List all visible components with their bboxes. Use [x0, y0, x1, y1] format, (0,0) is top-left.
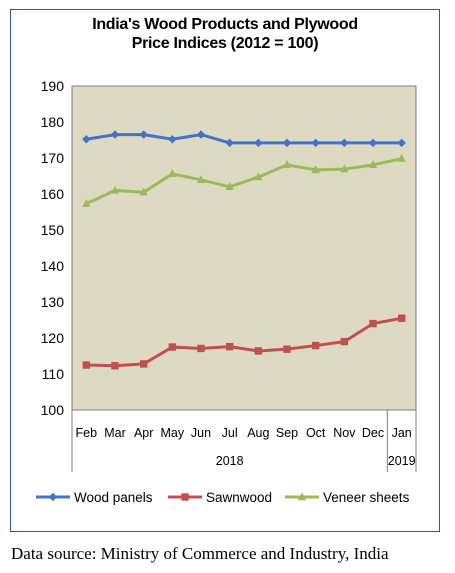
- legend-label: Veneer sheets: [323, 490, 410, 505]
- data-point: [340, 164, 349, 173]
- data-point: [254, 347, 263, 355]
- legend-marker: [297, 492, 307, 501]
- data-point: [139, 360, 148, 368]
- data-point: [168, 135, 177, 144]
- data-point: [283, 345, 291, 353]
- data-point: [282, 138, 292, 148]
- data-point: [397, 154, 406, 162]
- x-tick-label: Jun: [191, 426, 211, 440]
- legend-marker: [181, 493, 189, 501]
- data-point: [340, 138, 349, 148]
- y-tick-label: 120: [41, 330, 65, 346]
- x-tick-label: Feb: [76, 426, 98, 440]
- chart-title: India's Wood Products and Plywood Price …: [10, 15, 440, 53]
- y-tick-label: 180: [41, 114, 65, 130]
- data-point: [225, 138, 234, 148]
- data-point: [311, 341, 320, 350]
- data-point: [397, 314, 406, 322]
- data-point: [139, 187, 148, 196]
- x-group-label: 2019: [388, 454, 416, 468]
- x-tick-label: Aug: [247, 426, 269, 440]
- data-point: [368, 160, 378, 169]
- series-line: [86, 316, 402, 368]
- x-tick-label: May: [161, 426, 185, 440]
- chart-title-line1: India's Wood Products and Plywood: [92, 16, 358, 33]
- data-point: [225, 182, 234, 190]
- y-tick-label: 160: [41, 186, 65, 202]
- chart-title-line2: Price Indices (2012 = 100): [131, 35, 319, 52]
- data-point: [196, 175, 206, 184]
- series-line: [85, 157, 402, 206]
- x-tick-label: Apr: [134, 426, 153, 440]
- data-point: [225, 342, 234, 351]
- y-tick-label: 110: [42, 366, 65, 382]
- data-point: [82, 135, 91, 144]
- x-tick-label: Sep: [276, 426, 298, 440]
- data-point: [196, 130, 206, 139]
- legend-marker: [48, 492, 58, 502]
- data-point: [311, 165, 320, 174]
- data-point: [254, 172, 263, 181]
- x-tick-label: Mar: [104, 426, 126, 440]
- data-point: [82, 361, 91, 369]
- y-tick-label: 190: [41, 78, 65, 94]
- legend-label: Sawnwood: [206, 490, 272, 505]
- data-point: [168, 343, 177, 351]
- data-point: [369, 319, 377, 328]
- data-point: [110, 130, 120, 139]
- x-tick-label: Jul: [222, 426, 238, 440]
- data-point: [110, 185, 120, 194]
- data-point: [282, 160, 292, 169]
- series-line: [86, 133, 402, 145]
- x-tick-label: Jan: [392, 426, 412, 440]
- y-tick-label: 170: [41, 150, 65, 166]
- plot-area: [71, 85, 417, 411]
- data-source-note: Data source: Ministry of Commerce and In…: [11, 544, 389, 563]
- y-tick-label: 140: [41, 258, 65, 274]
- x-tick-label: Nov: [333, 426, 356, 440]
- data-point: [197, 344, 205, 353]
- data-point: [168, 169, 177, 178]
- y-tick-label: 130: [41, 294, 65, 310]
- y-tick-label: 150: [41, 222, 65, 238]
- x-tick-label: Oct: [306, 426, 326, 440]
- legend-label: Wood panels: [74, 490, 153, 505]
- data-point: [340, 337, 349, 346]
- x-group-label: 2018: [216, 454, 244, 468]
- data-point: [311, 138, 320, 148]
- data-point: [368, 138, 378, 148]
- y-tick-label: 100: [41, 402, 65, 418]
- data-point: [254, 138, 263, 148]
- data-point: [111, 362, 119, 370]
- data-point: [139, 130, 148, 139]
- data-point: [397, 138, 406, 148]
- x-tick-label: Dec: [362, 426, 384, 440]
- data-point: [82, 199, 91, 207]
